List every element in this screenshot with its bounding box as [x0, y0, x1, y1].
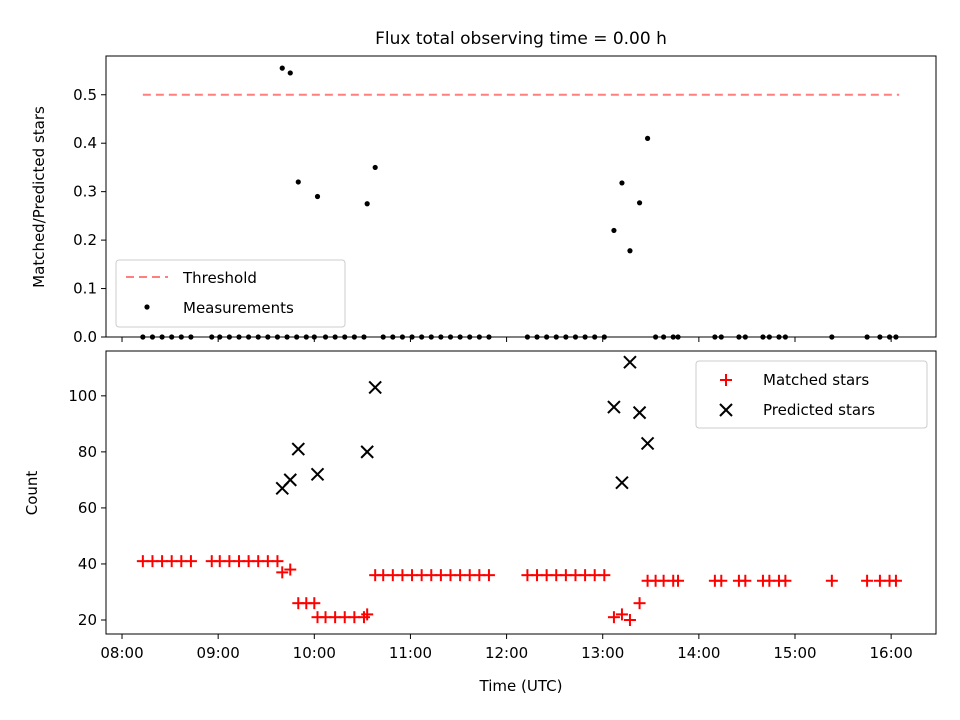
measurement-point	[372, 164, 378, 171]
matched-star-point	[276, 566, 289, 579]
top-legend-box	[115, 259, 346, 328]
bottom-xtick-label: 11:00	[389, 644, 432, 662]
bottom-xtick-label: 12:00	[485, 644, 528, 662]
matched-star-point	[861, 574, 874, 587]
matched-star-point	[361, 608, 374, 621]
matched-star-point	[271, 555, 284, 568]
bottom-xtick-label: 14:00	[677, 644, 720, 662]
top-ytick-label: 0.2	[73, 231, 97, 249]
bottom-ytick-label: 40	[78, 555, 97, 573]
measurement-point	[314, 193, 321, 200]
matched-star-point	[308, 597, 321, 610]
matched-legend-label: Matched stars	[763, 371, 869, 389]
matched-star-point	[482, 569, 495, 582]
top-ytick-label: 0.1	[73, 280, 97, 298]
bottom-xlabel: Time (UTC)	[479, 677, 563, 695]
measurement-point	[364, 201, 370, 207]
measurement-point	[295, 179, 301, 185]
predicted-star-point	[640, 436, 655, 451]
bottom-xtick-label: 13:00	[581, 644, 624, 662]
top-ytick-label: 0.3	[73, 183, 97, 201]
measurement-point	[611, 227, 617, 234]
top-ytick-label: 0.4	[73, 134, 97, 152]
bottom-ylabel: Count	[23, 471, 41, 516]
predicted-star-point	[632, 405, 647, 420]
matched-star-point	[672, 574, 685, 587]
bottom-xtick-label: 15:00	[773, 644, 816, 662]
predicted-star-point	[283, 473, 297, 487]
measurements-legend-label: Measurements	[183, 299, 294, 317]
matched-star-point	[184, 555, 197, 568]
bottom-xtick-label: 09:00	[197, 644, 240, 662]
matched-star-point	[825, 574, 838, 587]
predicted-star-point	[368, 380, 382, 395]
matched-star-point	[715, 574, 728, 587]
matched-star-point	[633, 597, 646, 610]
matched-star-point	[598, 569, 611, 582]
measurements-legend-marker	[144, 304, 150, 310]
predicted-legend-marker	[719, 403, 733, 417]
bottom-ytick-label: 60	[78, 499, 97, 517]
bottom-ytick-label: 20	[78, 611, 97, 629]
measurement-point	[619, 180, 625, 186]
matched-star-point	[623, 613, 636, 626]
predicted-star-point	[360, 445, 374, 459]
predicted-legend-label: Predicted stars	[763, 401, 875, 419]
bottom-ytick-label: 100	[68, 387, 97, 405]
matched-star-point	[607, 611, 620, 624]
top-legend: Threshold Measurements	[115, 259, 346, 328]
matched-star-point	[615, 608, 628, 621]
bottom-xtick-label: 10:00	[293, 644, 336, 662]
bottom-xtick-label: 16:00	[870, 644, 913, 662]
bottom-axes-frame	[105, 350, 937, 635]
matched-star-point	[284, 563, 297, 576]
predicted-star-point	[607, 400, 621, 414]
matched-legend-marker	[720, 374, 732, 386]
predicted-star-point	[623, 355, 637, 369]
top-ticks: 0.0 0.1 0.2 0.3 0.4 0.5	[73, 86, 892, 346]
measurement-point	[279, 65, 285, 71]
top-ytick-label: 0.5	[73, 86, 97, 104]
predicted-star-point	[310, 467, 325, 481]
threshold-legend-label: Threshold	[182, 269, 257, 287]
bottom-legend: Matched stars Predicted stars	[695, 360, 928, 429]
bottom-xtick-label: 08:00	[100, 644, 143, 662]
top-axes-frame	[105, 55, 937, 338]
matched-star-point	[779, 574, 792, 587]
top-ylabel: Matched/Predicted stars	[30, 106, 48, 288]
top-ytick-label: 0.0	[73, 328, 97, 346]
measurement-point	[627, 248, 633, 254]
measurement-point	[644, 135, 651, 141]
predicted-star-point	[615, 475, 629, 490]
top-title: Flux total observing time = 0.00 h	[375, 29, 667, 49]
predicted-star-point	[291, 442, 305, 456]
bottom-legend-box	[695, 360, 928, 429]
bottom-panel: 20 40 60 80 100 08:00 09:00 10:00 11:00 12:00 13:0…	[23, 350, 937, 695]
bottom-ticks: 20 40 60 80 100 08:00 09:00 10:00 11:00 12:00 13:0…	[68, 387, 912, 662]
measurement-point	[287, 70, 293, 76]
bottom-marks	[136, 355, 902, 626]
matched-star-point	[739, 574, 752, 587]
measurement-point	[636, 200, 643, 206]
top-panel: Flux total observing time = 0.00 h 0.00.…	[30, 29, 937, 346]
matched-star-point	[889, 574, 902, 587]
bottom-ytick-label: 80	[78, 443, 97, 461]
